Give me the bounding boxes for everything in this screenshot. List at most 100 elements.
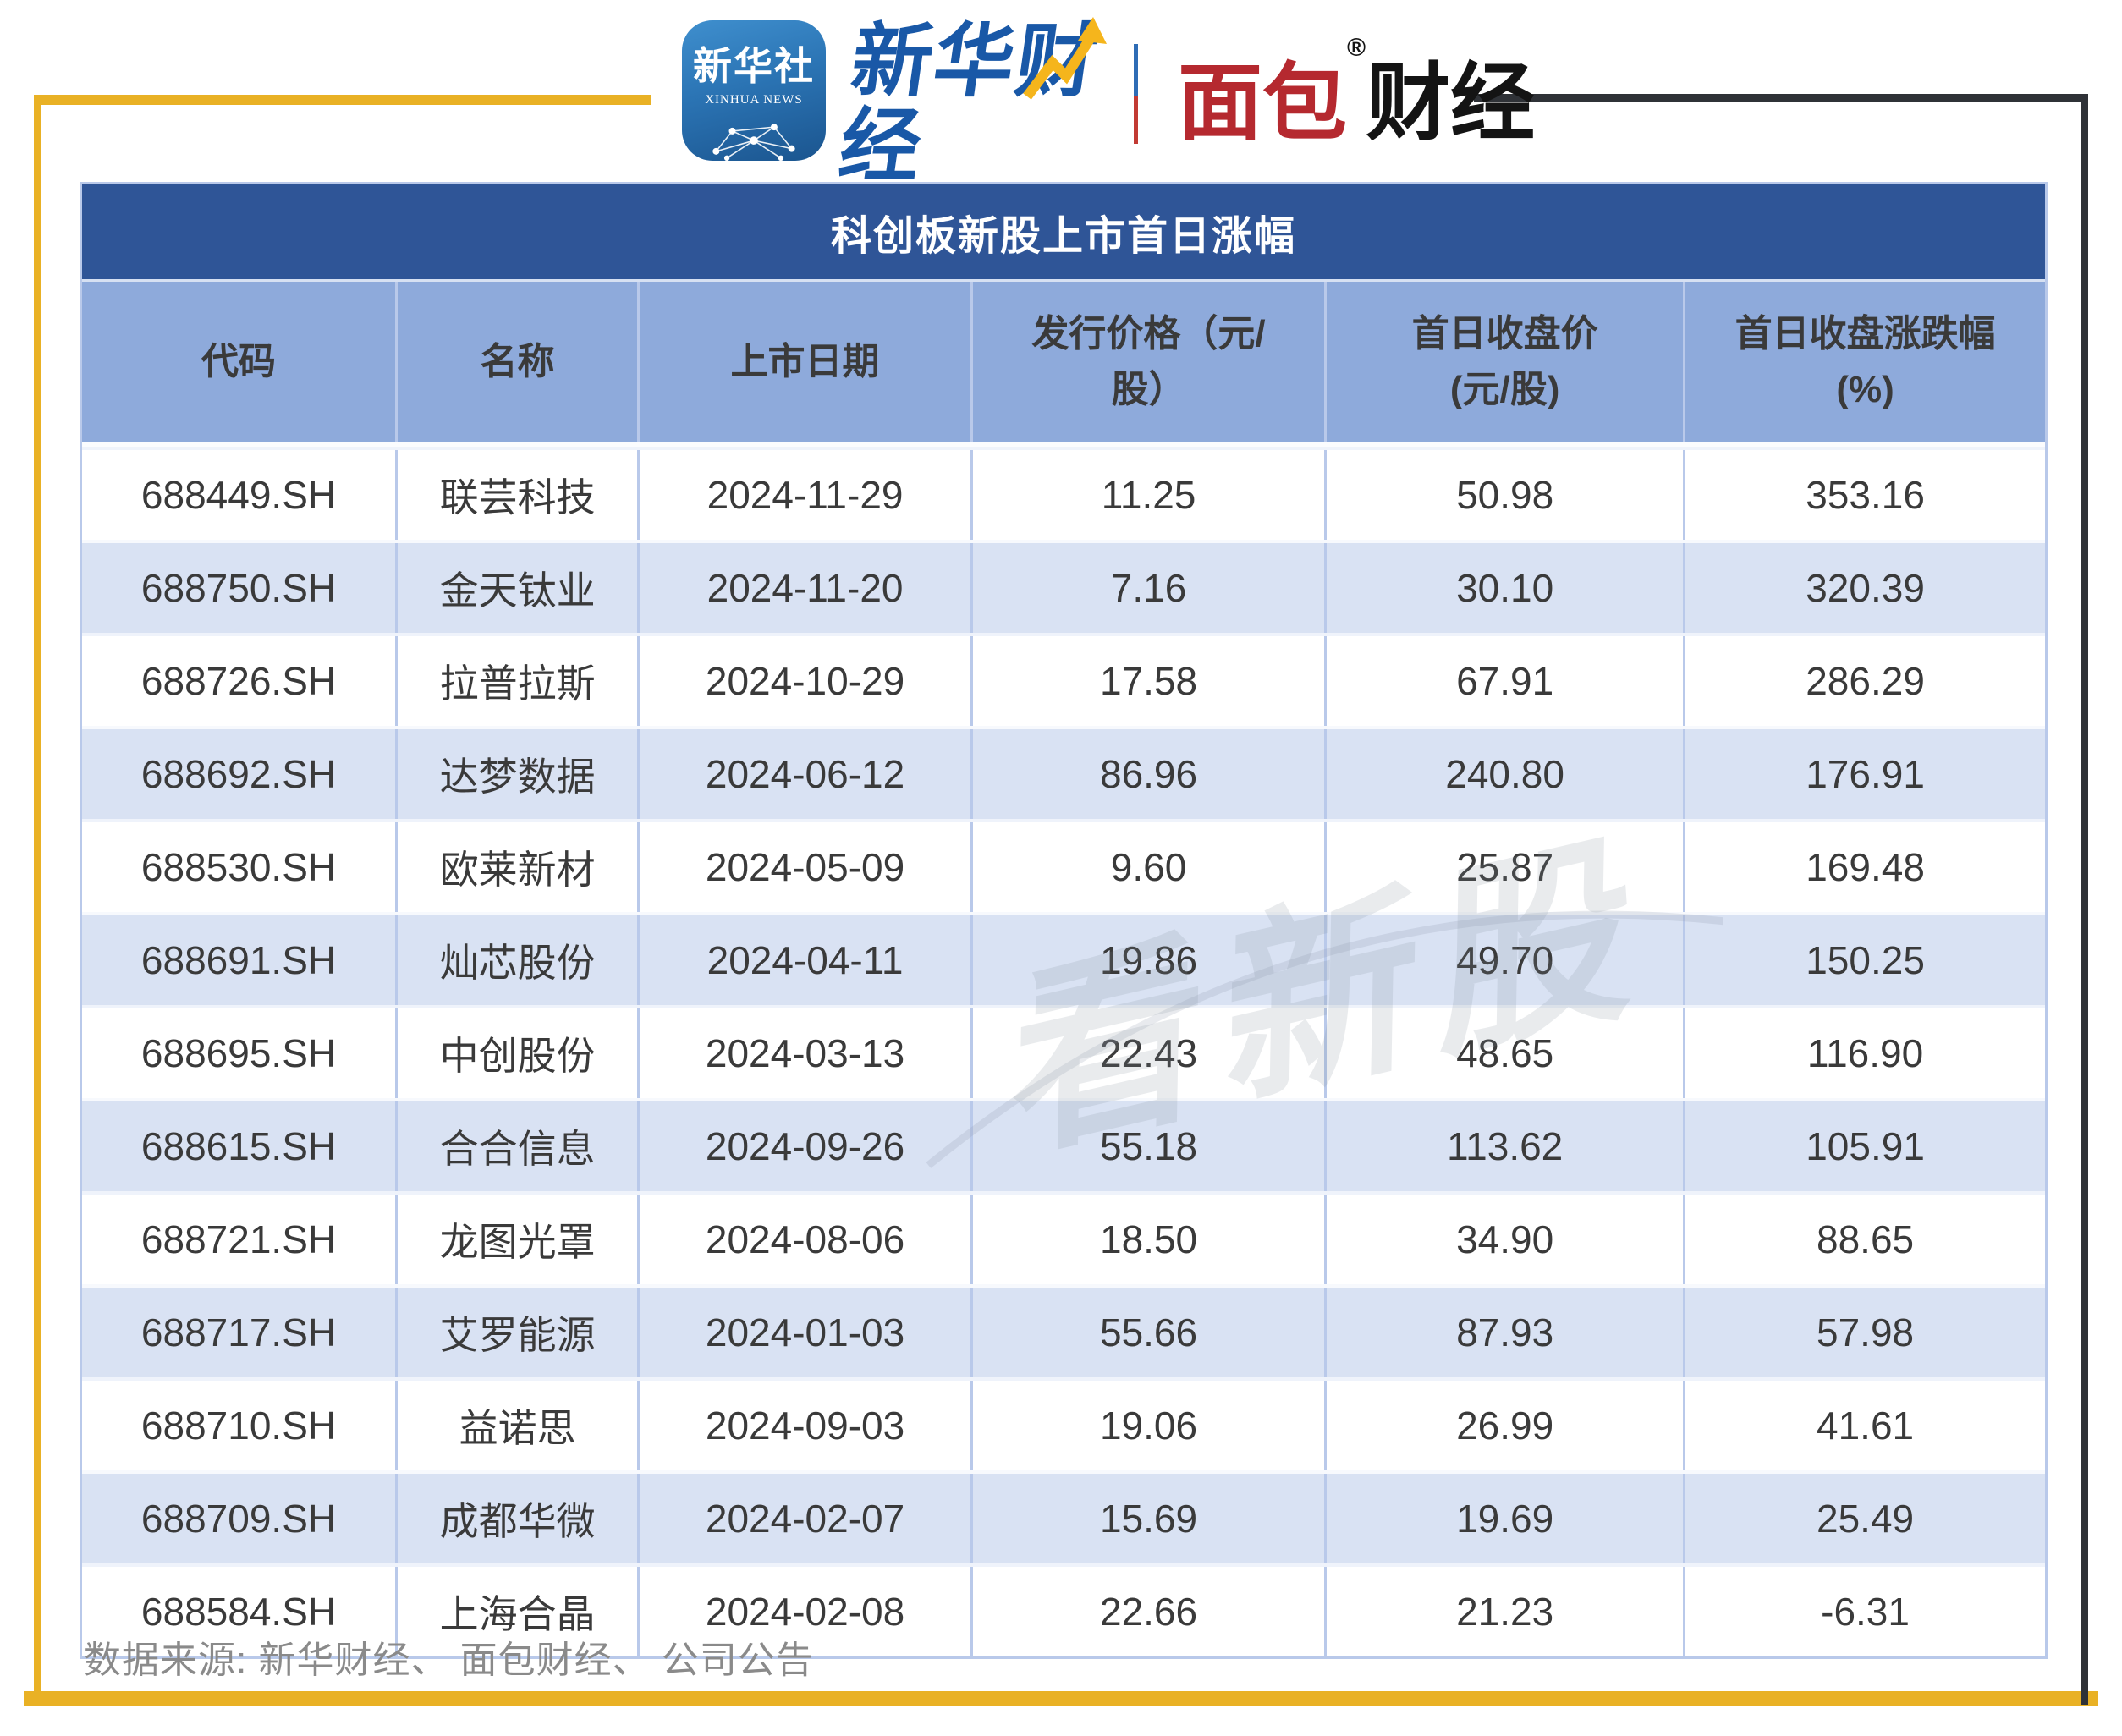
table-body: 688449.SH 联芸科技 2024-11-29 11.25 50.98 353.16 6…: [82, 447, 2045, 1656]
table-row: 688615.SH 合合信息 2024-09-26 55.18 113.62 105.91: [82, 1098, 2045, 1191]
cell-first-day-change: 57.98: [1817, 1310, 1915, 1354]
cell-first-day-close: 87.93: [1327, 1288, 1686, 1377]
table-row: 688709.SH 成都华微 2024-02-07 15.69 19.69 25.49: [82, 1470, 2045, 1563]
cell-first-day-close: 49.70: [1327, 915, 1686, 1005]
cell-issue-price: 7.16: [973, 543, 1328, 633]
cell-first-day-close: 26.99: [1327, 1381, 1686, 1470]
column-header-first-day-change: 首日收盘涨跌幅 (%): [1734, 313, 1996, 410]
table-title: 科创板新股上市首日涨幅: [82, 184, 2045, 282]
cell-code: 688695.SH: [82, 1008, 399, 1098]
cell-name: 龙图光罩: [398, 1195, 640, 1284]
cell-date: 2024-11-20: [640, 543, 974, 633]
table-row: 688530.SH 欧莱新材 2024-05-09 9.60 25.87 169.48: [82, 819, 2045, 912]
cell-first-day-close: 113.62: [1327, 1101, 1686, 1191]
cell-code: 688717.SH: [82, 1288, 399, 1377]
cell-code: 688615.SH: [82, 1101, 399, 1191]
cell-name: 上海合晶: [398, 1567, 640, 1656]
cell-issue-price: 17.58: [973, 636, 1328, 726]
data-source-note: 数据来源: 新华财经、 面包财经、 公司公告: [84, 1640, 814, 1681]
cell-date: 2024-11-29: [640, 450, 974, 540]
cell-date: 2024-01-03: [640, 1288, 974, 1377]
cell-code: 688691.SH: [82, 915, 399, 1005]
cell-issue-price: 22.66: [973, 1567, 1328, 1656]
column-header-name: 名称: [398, 282, 640, 442]
cell-code: 688530.SH: [82, 822, 399, 912]
cell-name: 益诺思: [398, 1381, 640, 1470]
cell-first-day-change: 88.65: [1817, 1217, 1915, 1261]
cell-name: 合合信息: [398, 1101, 640, 1191]
column-header-first-day-close: 首日收盘价 (元/股): [1327, 282, 1686, 442]
bread-finance-cn-black-label: 财经: [1366, 56, 1536, 151]
cell-issue-price: 18.50: [973, 1195, 1328, 1284]
star-market-ipo-table: 科创板新股上市首日涨幅 代码 名称 上市日期 发行价格（元/ 股） 首日收盘价 …: [82, 184, 2045, 1656]
cell-name: 中创股份: [398, 1008, 640, 1098]
cell-code: 688721.SH: [82, 1195, 399, 1284]
cell-date: 2024-03-13: [640, 1008, 974, 1098]
xinhua-news-app-logo: 新华社 XINHUA NEWS: [682, 20, 826, 161]
bread-finance-logo: 面包®财经: [1178, 34, 1535, 151]
table-header-row: 代码 名称 上市日期 发行价格（元/ 股） 首日收盘价 (元/股) 首日收盘涨跌…: [82, 282, 2045, 447]
xinhua-finance-logo: 新华财经 XINHUA FINANCE: [834, 17, 1125, 270]
cell-first-day-change: 320.39: [1806, 566, 1925, 610]
table-row: 688584.SH 上海合晶 2024-02-08 22.66 21.23 -6.31: [82, 1563, 2045, 1656]
cell-name: 欧莱新材: [398, 822, 640, 912]
table-row: 688691.SH 灿芯股份 2024-04-11 19.86 49.70 150.25: [82, 912, 2045, 1005]
cell-code: 688710.SH: [82, 1381, 399, 1470]
cell-first-day-change: 286.29: [1806, 659, 1925, 703]
column-header-code: 代码: [82, 282, 399, 442]
cell-code: 688449.SH: [82, 450, 399, 540]
dark-frame-right-bar: [2081, 94, 2088, 1705]
cell-issue-price: 15.69: [973, 1474, 1328, 1563]
cell-issue-price: 19.06: [973, 1381, 1328, 1470]
table-row: 688710.SH 益诺思 2024-09-03 19.06 26.99 41.61: [82, 1377, 2045, 1470]
cell-first-day-change: 150.25: [1806, 938, 1925, 982]
cell-date: 2024-04-11: [640, 915, 974, 1005]
table-row: 688721.SH 龙图光罩 2024-08-06 18.50 34.90 88.65: [82, 1191, 2045, 1284]
cell-date: 2024-06-12: [640, 729, 974, 819]
cell-issue-price: 11.25: [973, 450, 1328, 540]
cell-first-day-change: 353.16: [1806, 473, 1925, 517]
logo-divider-line: [1134, 44, 1138, 144]
cell-name: 金天钛业: [398, 543, 640, 633]
cell-name: 艾罗能源: [398, 1288, 640, 1377]
xinhua-app-cn-label: 新华社: [693, 44, 815, 88]
cell-code: 688750.SH: [82, 543, 399, 633]
cell-first-day-close: 48.65: [1327, 1008, 1686, 1098]
cell-first-day-close: 30.10: [1327, 543, 1686, 633]
cell-first-day-change: 105.91: [1806, 1124, 1925, 1168]
cell-first-day-close: 25.87: [1327, 822, 1686, 912]
cell-issue-price: 55.18: [973, 1101, 1328, 1191]
cell-first-day-close: 240.80: [1327, 729, 1686, 819]
cell-first-day-change: 116.90: [1806, 1031, 1924, 1075]
xinhua-finance-cn-label: 新华财经: [833, 17, 1105, 191]
column-header-listing-date: 上市日期: [640, 282, 974, 442]
table-row: 688726.SH 拉普拉斯 2024-10-29 17.58 67.91 286.29: [82, 633, 2045, 726]
cell-date: 2024-08-06: [640, 1195, 974, 1284]
cell-name: 拉普拉斯: [398, 636, 640, 726]
cell-first-day-change: 41.61: [1817, 1404, 1915, 1448]
cell-name: 灿芯股份: [398, 915, 640, 1005]
cell-first-day-change: -6.31: [1821, 1590, 1910, 1634]
cell-code: 688726.SH: [82, 636, 399, 726]
cell-date: 2024-09-03: [640, 1381, 974, 1470]
cell-first-day-close: 34.90: [1327, 1195, 1686, 1284]
cell-first-day-change: 25.49: [1817, 1497, 1915, 1541]
cell-date: 2024-10-29: [640, 636, 974, 726]
table-row: 688449.SH 联芸科技 2024-11-29 11.25 50.98 353.16: [82, 447, 2045, 540]
bread-finance-cn-red-label: 面包: [1178, 56, 1347, 151]
cell-first-day-change: 176.91: [1806, 752, 1925, 796]
cell-date: 2024-02-08: [640, 1567, 974, 1656]
cell-code: 688709.SH: [82, 1474, 399, 1563]
table-row: 688717.SH 艾罗能源 2024-01-03 55.66 87.93 57.98: [82, 1284, 2045, 1377]
cell-date: 2024-02-07: [640, 1474, 974, 1563]
network-constellation-icon: [712, 124, 795, 161]
cell-first-day-close: 50.98: [1327, 450, 1686, 540]
gold-frame-top-left-bar: [34, 95, 651, 105]
cell-first-day-change: 169.48: [1806, 845, 1925, 889]
table-row: 688692.SH 达梦数据 2024-06-12 86.96 240.80 176.91: [82, 726, 2045, 819]
cell-name: 成都华微: [398, 1474, 640, 1563]
cell-code: 688692.SH: [82, 729, 399, 819]
cell-name: 达梦数据: [398, 729, 640, 819]
cell-date: 2024-05-09: [640, 822, 974, 912]
cell-issue-price: 9.60: [973, 822, 1328, 912]
